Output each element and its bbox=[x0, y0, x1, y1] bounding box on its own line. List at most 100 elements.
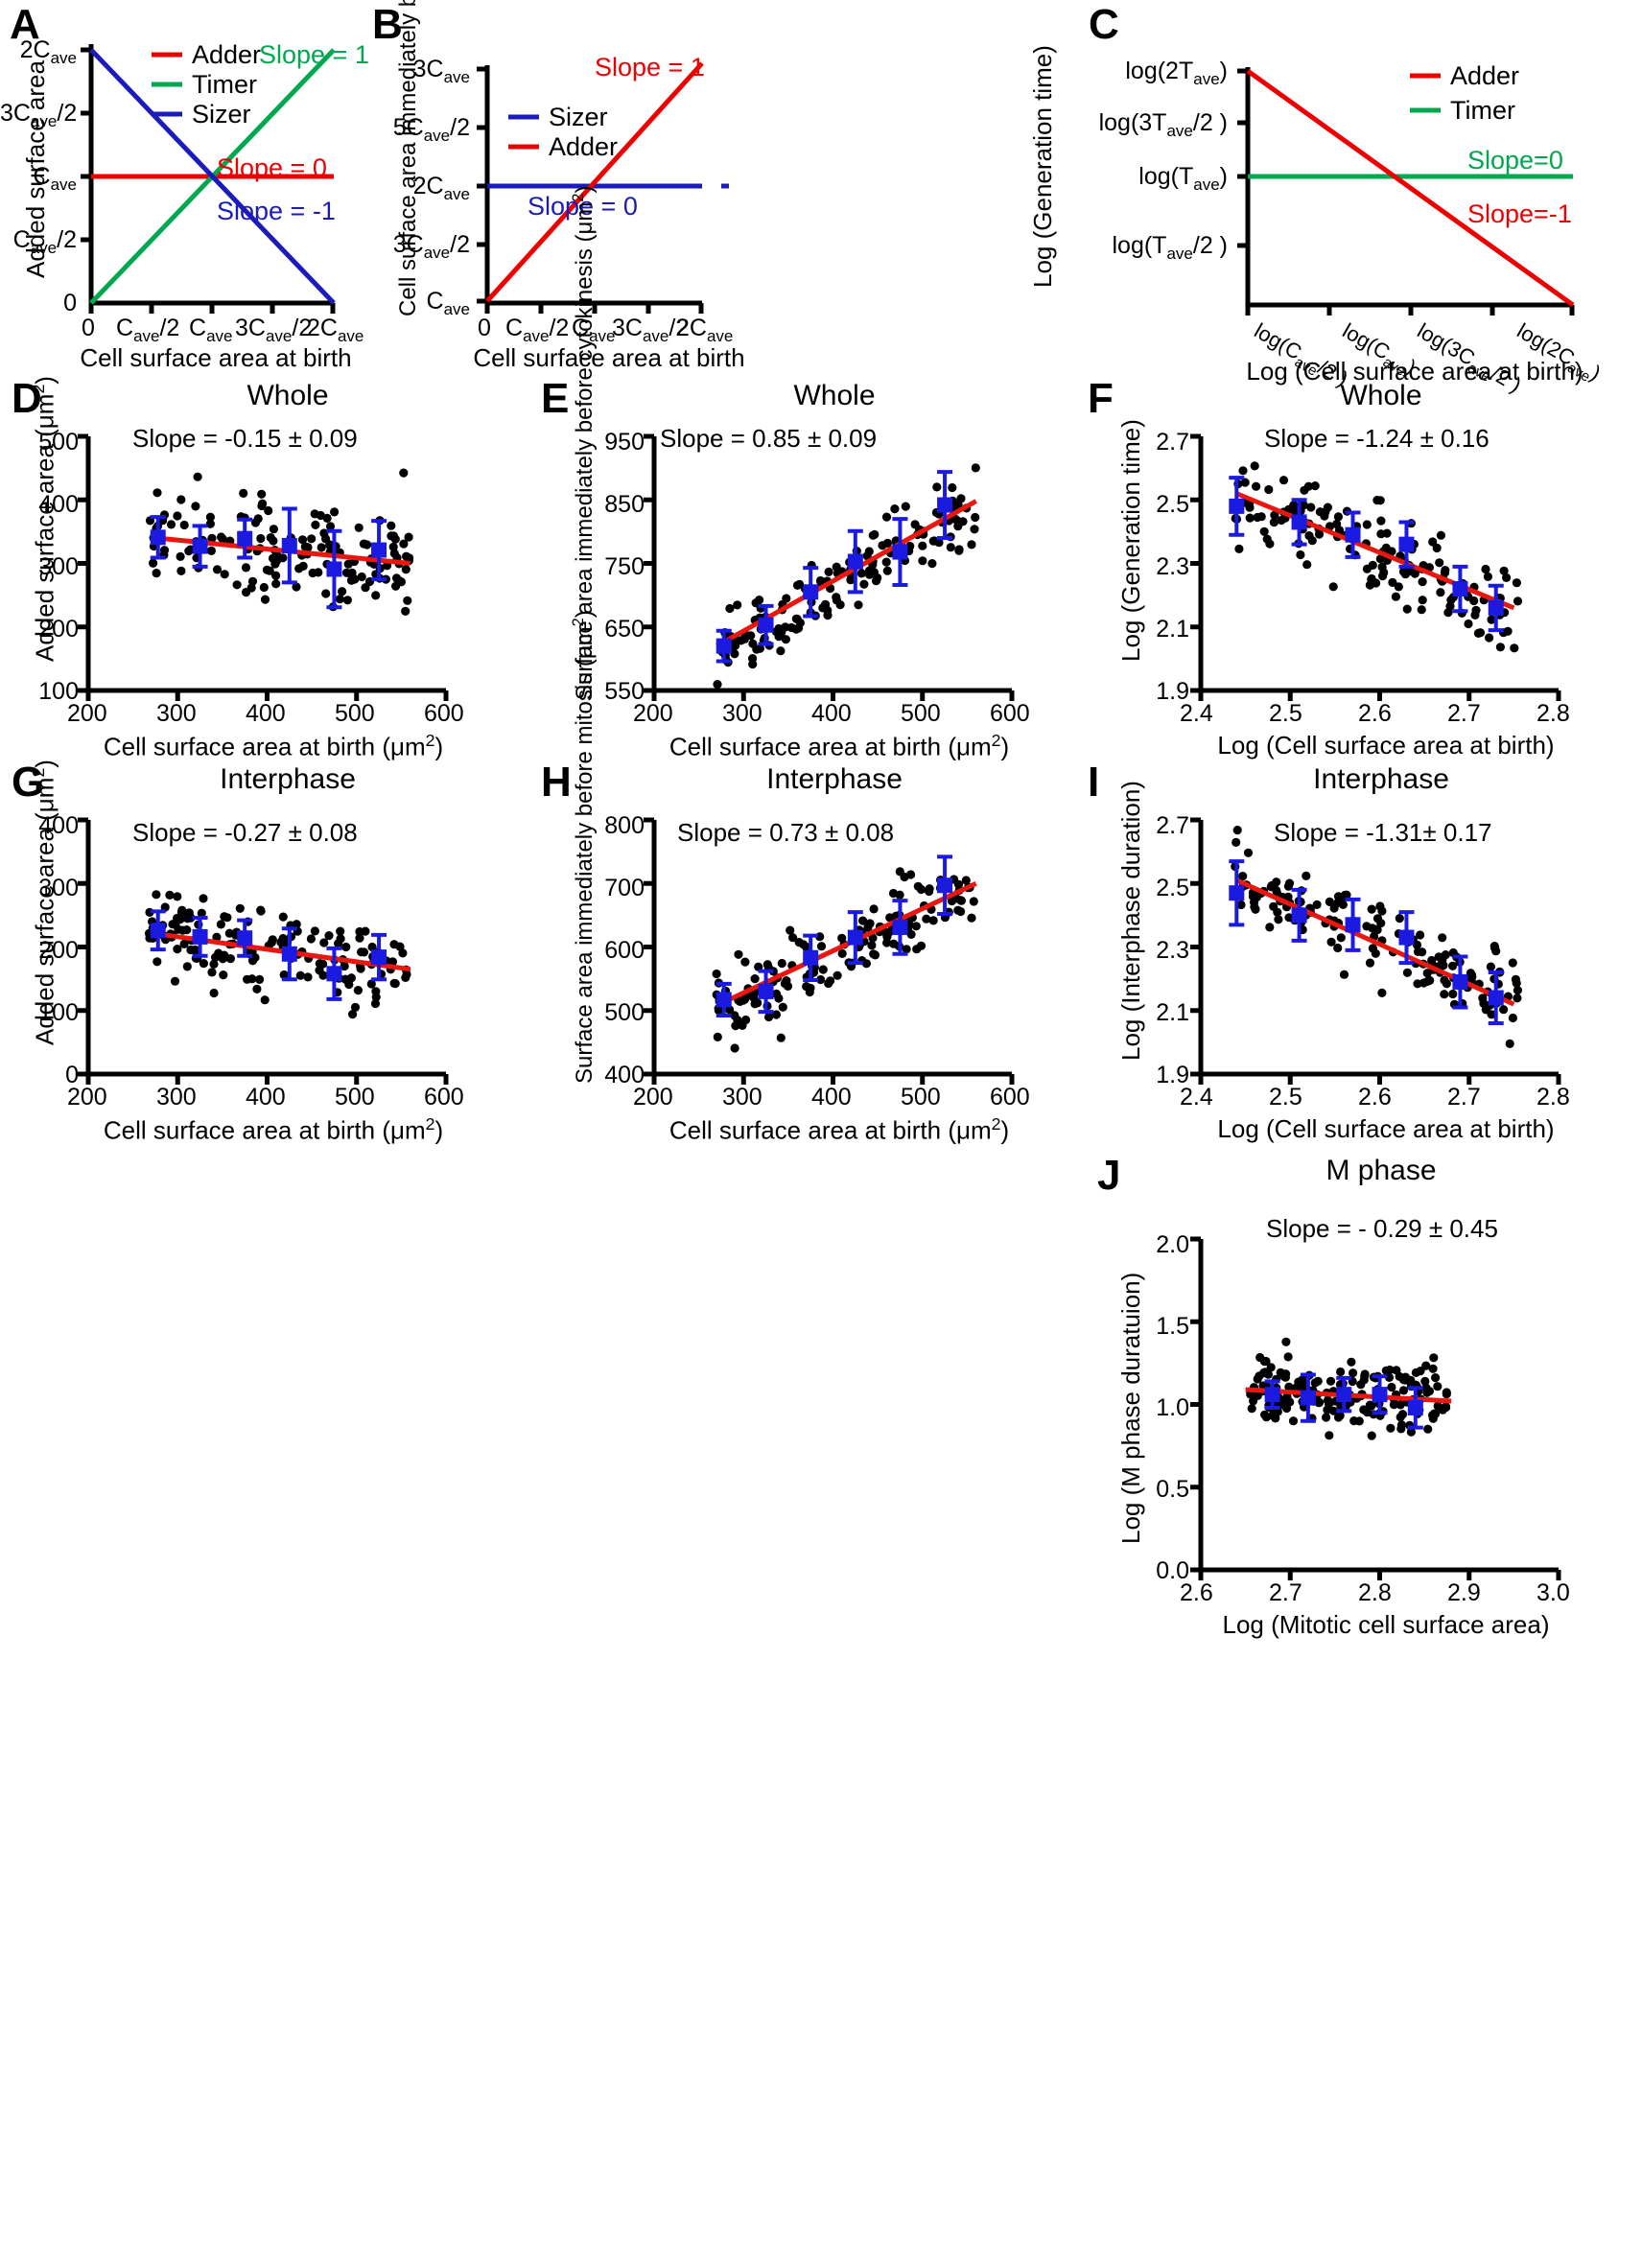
panel-g-ylabel: Added surface area (μm2) bbox=[29, 760, 59, 1045]
panel-a-xtick-2: Cave bbox=[189, 315, 233, 345]
panel-e-xlabel: Cell surface area at birth (μm2) bbox=[669, 731, 1010, 761]
panel-b-ylabel: Cell surface area immediately before cyt… bbox=[395, 0, 421, 316]
panel-b-ytick-1: 5Cave/2 bbox=[392, 114, 470, 145]
panel-d-label: D bbox=[12, 375, 42, 422]
panel-b-xtick-0: 0 bbox=[478, 315, 491, 341]
panel-j-plot bbox=[1190, 1236, 1561, 1580]
annot-slope1-b: Slope = 1 bbox=[595, 53, 705, 82]
panel-f-label: F bbox=[1088, 375, 1114, 422]
series-adder-c bbox=[1246, 68, 1575, 308]
panel-b: B 3Cave 5Cave/2 2Cave 3Cave/2 Cave 0 Cav… bbox=[364, 0, 745, 372]
annot-slopem1-a: Slope = -1 bbox=[217, 197, 336, 225]
panel-i-xtick-4: 2.8 bbox=[1536, 1084, 1570, 1111]
panel-f-ytick-2: 2.3 bbox=[1156, 553, 1189, 580]
panel-h-label: H bbox=[541, 759, 572, 806]
panel-d-xtick-1: 300 bbox=[156, 700, 197, 727]
panel-i-ytick-2: 2.3 bbox=[1156, 937, 1189, 964]
panel-c-ytick-0: log(2Tave) bbox=[1125, 58, 1228, 88]
panel-g-ytick-1: 100 bbox=[38, 999, 79, 1026]
panel-d-slope: Slope = -0.15 ± 0.09 bbox=[132, 424, 358, 453]
panel-g-slope: Slope = -0.27 ± 0.08 bbox=[132, 818, 358, 847]
series-sizer-a bbox=[89, 48, 336, 305]
panel-h-ylabel: Surface area immediately before mitosis … bbox=[570, 610, 598, 1084]
panel-e-xtick-4: 600 bbox=[990, 700, 1030, 727]
panel-g-ytick-2: 200 bbox=[38, 937, 79, 964]
panel-e-label: E bbox=[541, 375, 570, 422]
panel-h-xtick-1: 300 bbox=[722, 1084, 762, 1111]
panel-f-ytick-0: 1.9 bbox=[1156, 678, 1189, 705]
scatter-points bbox=[712, 867, 978, 1053]
panel-j-ytick-3: 1.5 bbox=[1156, 1313, 1189, 1340]
panel-i-xtick-2: 2.6 bbox=[1358, 1084, 1392, 1111]
panel-c-xlabel: Log (Cell surface area at birth) bbox=[1246, 357, 1583, 386]
fit-line bbox=[1235, 491, 1515, 611]
panel-b-ytick-2: 2Cave bbox=[412, 173, 470, 203]
panel-e-title: Whole bbox=[793, 380, 876, 411]
panel-a-plot bbox=[81, 44, 336, 314]
panel-j-xtick-3: 2.9 bbox=[1447, 1579, 1481, 1606]
panel-f-xtick-2: 2.6 bbox=[1358, 700, 1392, 727]
panel-f-ylabel: Log (Generation time) bbox=[1116, 419, 1145, 662]
panel-a-ylabel: Added surface area bbox=[21, 60, 50, 278]
panel-g-xtick-1: 300 bbox=[156, 1084, 197, 1111]
panel-b-ytick-3: 3Cave/2 bbox=[392, 231, 470, 262]
panel-f-title: Whole bbox=[1340, 380, 1422, 411]
panel-d-ytick-0: 100 bbox=[38, 678, 79, 705]
panel-d-ytick-2: 300 bbox=[38, 553, 79, 580]
panel-h-xtick-3: 500 bbox=[901, 1084, 941, 1111]
panel-h-ytick-1: 500 bbox=[604, 999, 645, 1026]
panel-e-ytick-4: 950 bbox=[604, 429, 645, 456]
legend-label-adder-a: Adder bbox=[192, 40, 262, 69]
panel-i-label: I bbox=[1088, 759, 1100, 806]
panel-h-xtick-4: 600 bbox=[990, 1084, 1030, 1111]
panel-d-xtick-4: 600 bbox=[424, 700, 464, 727]
panel-e: E Whole Slope = 0.85 ± 0.09 950 850 750 … bbox=[537, 186, 1093, 761]
panel-d-title: Whole bbox=[246, 380, 329, 411]
legend-label-adder-b: Adder bbox=[549, 132, 619, 161]
series-adder-b bbox=[485, 61, 704, 303]
panel-b-xtick-3: 3Cave/2 bbox=[612, 315, 690, 345]
panel-d-ylabel: Added surface area (μm2) bbox=[29, 376, 59, 662]
scatter-points bbox=[1231, 826, 1522, 1048]
panel-c-ylabel: Log (Generation time) bbox=[1028, 45, 1057, 288]
panel-h-ytick-3: 700 bbox=[604, 875, 645, 901]
legend-label-sizer-b: Sizer bbox=[549, 103, 608, 131]
panel-a-ytick-0: 2Cave bbox=[19, 36, 77, 67]
annot-slope0-c: Slope=0 bbox=[1467, 146, 1563, 175]
panel-e-ytick-1: 650 bbox=[604, 616, 645, 643]
panel-a-xtick-4: 2Cave bbox=[307, 315, 364, 345]
panel-g-xtick-4: 600 bbox=[424, 1084, 464, 1111]
panel-g-ytick-3: 300 bbox=[38, 875, 79, 901]
panel-j-ytick-2: 1.0 bbox=[1156, 1394, 1189, 1421]
panel-a-ytick-2: Cave bbox=[33, 163, 77, 194]
panel-i-xtick-3: 2.7 bbox=[1447, 1084, 1481, 1111]
panel-c-ytick-2: log(Tave) bbox=[1138, 163, 1228, 194]
panel-c-label: C bbox=[1089, 1, 1119, 48]
panel-j-xtick-1: 2.7 bbox=[1269, 1579, 1302, 1606]
binned-means bbox=[150, 506, 387, 610]
panel-i-ytick-4: 2.7 bbox=[1156, 812, 1189, 839]
panel-e-xtick-3: 500 bbox=[901, 700, 941, 727]
panel-g-title: Interphase bbox=[220, 763, 356, 795]
panel-j-label: J bbox=[1097, 1152, 1121, 1199]
panel-h-xtick-0: 200 bbox=[633, 1084, 673, 1111]
panel-i-xtick-1: 2.5 bbox=[1269, 1084, 1302, 1111]
panel-h-ytick-0: 400 bbox=[604, 1062, 645, 1088]
panel-g-xtick-3: 500 bbox=[335, 1084, 375, 1111]
panel-g-ytick-0: 0 bbox=[65, 1062, 79, 1088]
panel-f-slope: Slope = -1.24 ± 0.16 bbox=[1264, 424, 1490, 453]
panel-g-xtick-2: 400 bbox=[246, 1084, 286, 1111]
panel-c-plot bbox=[721, 67, 1575, 316]
panel-j-title: M phase bbox=[1325, 1155, 1437, 1186]
panel-a-xlabel: Cell surface area at birth bbox=[80, 343, 352, 372]
panel-j-xtick-0: 2.6 bbox=[1180, 1579, 1213, 1606]
panel-f-xtick-1: 2.5 bbox=[1269, 700, 1302, 727]
panel-e-plot bbox=[644, 433, 1015, 701]
panel-h: H Interphase Slope = 0.73 ± 0.08 800 700… bbox=[537, 610, 1093, 1144]
panel-b-xtick-2: Cave bbox=[572, 315, 616, 345]
panel-d: D Whole Slope = -0.15 ± 0.09 500 400 300… bbox=[0, 374, 547, 761]
panel-i-slope: Slope = -1.31± 0.17 bbox=[1274, 818, 1492, 847]
panel-d-ytick-3: 400 bbox=[38, 491, 79, 518]
panel-b-ytick-0: 3Cave bbox=[412, 56, 470, 86]
